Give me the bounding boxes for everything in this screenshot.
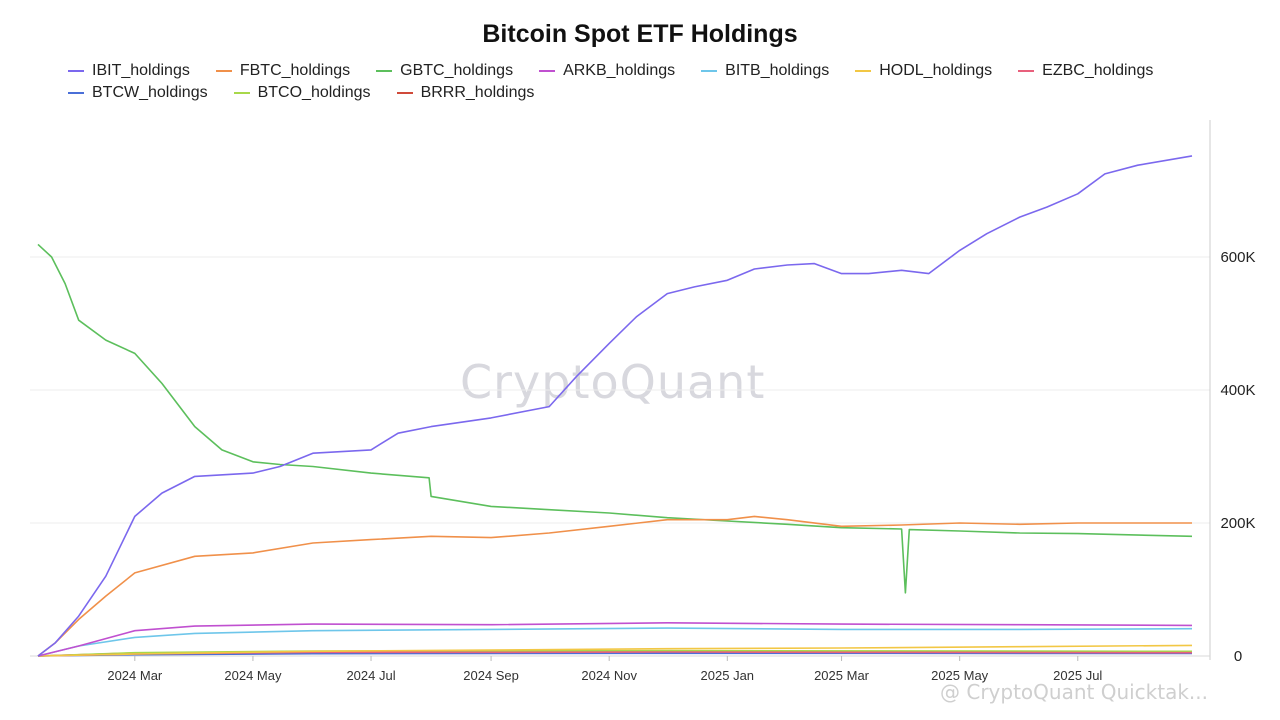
legend-swatch <box>701 70 718 72</box>
series-line-HODL_holdings <box>37 644 1193 657</box>
legend-item-BTCO_holdings[interactable]: BTCO_holdings <box>233 84 371 102</box>
legend-item-IBIT_holdings[interactable]: IBIT_holdings <box>68 62 190 80</box>
legend-label: BITB_holdings <box>725 62 830 79</box>
legend-label: BTCO_holdings <box>257 84 371 101</box>
series-line-ARKB_holdings <box>37 622 1193 657</box>
legend-item-EZBC_holdings[interactable]: EZBC_holdings <box>1018 62 1153 80</box>
legend-label: BTCW_holdings <box>92 84 208 101</box>
legend-label: EZBC_holdings <box>1042 62 1154 79</box>
watermark-text: CryptoQuant <box>460 355 766 409</box>
series-line-GBTC_holdings <box>37 243 1193 594</box>
x-tick-label: 2025 May <box>931 668 989 683</box>
legend-label: GBTC_holdings <box>400 62 514 79</box>
legend-label: IBIT_holdings <box>92 62 190 79</box>
x-tick-label: 2024 Jul <box>346 668 395 683</box>
x-tick-label: 2025 Mar <box>814 668 870 683</box>
legend-item-BITB_holdings[interactable]: BITB_holdings <box>701 62 829 80</box>
legend-item-BTCW_holdings[interactable]: BTCW_holdings <box>68 84 208 102</box>
legend-item-BRRR_holdings[interactable]: BRRR_holdings <box>396 84 535 102</box>
legend-label: HODL_holdings <box>879 62 993 79</box>
legend-item-FBTC_holdings[interactable]: FBTC_holdings <box>215 62 351 80</box>
chart-legend: IBIT_holdings FBTC_holdings GBTC_holdings A… <box>68 62 1228 102</box>
legend-swatch <box>376 70 393 72</box>
chart-title: Bitcoin Spot ETF Holdings <box>482 20 798 48</box>
legend-swatch <box>396 92 413 94</box>
y-tick-label: 400K <box>1220 382 1255 399</box>
legend-item-GBTC_holdings[interactable]: GBTC_holdings <box>376 62 513 80</box>
x-tick-label: 2024 Sep <box>463 668 519 683</box>
legend-swatch <box>68 70 84 72</box>
y-tick-label: 200K <box>1220 515 1255 532</box>
legend-swatch <box>539 70 556 72</box>
series-line-FBTC_holdings <box>37 515 1192 657</box>
legend-label: BRRR_holdings <box>420 84 535 101</box>
legend-swatch <box>1018 70 1035 72</box>
footer-watermark: @ CryptoQuant Quicktak... <box>940 680 1209 704</box>
legend-label: ARKB_holdings <box>563 62 676 79</box>
x-tick-label: 2024 Mar <box>107 668 163 683</box>
legend-swatch <box>215 70 232 72</box>
x-tick-label: 2025 Jan <box>701 668 755 683</box>
x-tick-label: 2024 Nov <box>581 668 637 683</box>
legend-item-ARKB_holdings[interactable]: ARKB_holdings <box>539 62 675 80</box>
series-line-BITB_holdings <box>37 627 1193 657</box>
x-tick-label: 2024 May <box>224 668 282 683</box>
legend-swatch <box>855 70 872 72</box>
legend-swatch <box>68 92 84 94</box>
y-tick-label: 600K <box>1220 249 1255 266</box>
series-line-IBIT_holdings <box>37 155 1193 657</box>
y-tick-label: 0 <box>1234 648 1242 665</box>
legend-label: FBTC_holdings <box>239 62 351 79</box>
legend-item-HODL_holdings[interactable]: HODL_holdings <box>855 62 992 80</box>
x-tick-label: 2025 Jul <box>1053 668 1102 683</box>
legend-swatch <box>233 92 250 94</box>
